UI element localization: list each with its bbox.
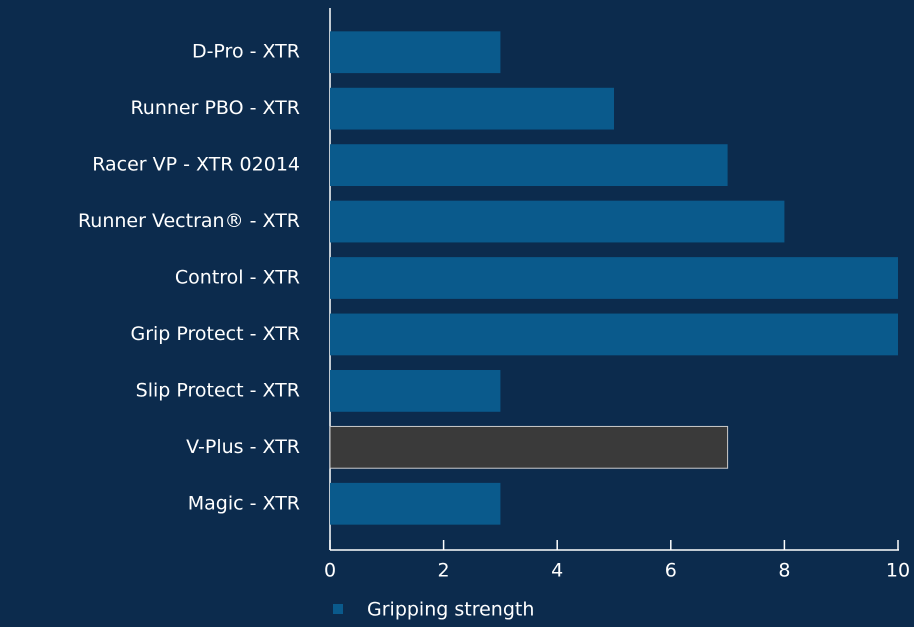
- bar: [330, 144, 728, 186]
- y-tick-label: Control - XTR: [175, 267, 300, 289]
- x-tick-label: 2: [438, 560, 450, 582]
- bar: [330, 482, 501, 525]
- x-tick-label: 0: [324, 560, 336, 582]
- bar: [330, 200, 785, 243]
- bar: [330, 87, 614, 130]
- bar: [329, 425, 729, 469]
- x-tick-label: 6: [665, 560, 677, 582]
- y-tick-label: Magic - XTR: [188, 492, 300, 514]
- y-tick-label: V-Plus - XTR: [186, 436, 300, 458]
- y-tick-label: Runner Vectran® - XTR: [78, 210, 300, 232]
- bar: [330, 31, 501, 74]
- x-tick-label: 4: [551, 560, 563, 582]
- bar: [330, 370, 501, 412]
- bar: [330, 257, 898, 299]
- bar: [330, 313, 898, 356]
- y-tick-label: Racer VP - XTR 02014: [92, 154, 300, 176]
- legend-label: Gripping strength: [367, 599, 534, 621]
- y-tick-label: Runner PBO - XTR: [130, 97, 300, 119]
- y-tick-label: D-Pro - XTR: [192, 41, 300, 63]
- y-tick-label: Slip Protect - XTR: [136, 379, 300, 401]
- x-tick-label: 10: [886, 560, 910, 582]
- y-tick-label: Grip Protect - XTR: [130, 323, 300, 345]
- legend-swatch: [333, 604, 343, 614]
- x-tick-label: 8: [778, 560, 790, 582]
